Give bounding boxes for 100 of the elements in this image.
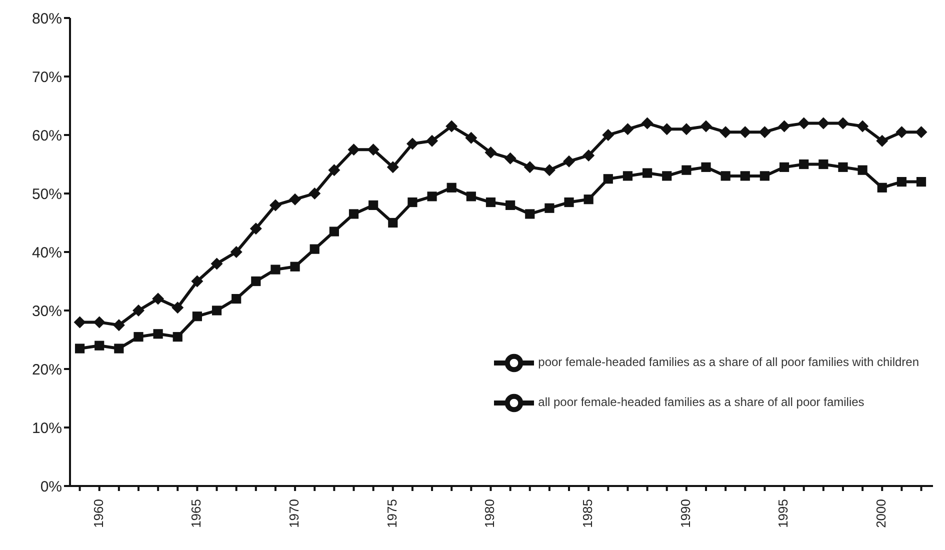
point [230,246,242,258]
x-tick-label: 1960 [90,499,106,528]
point [289,193,302,206]
point [584,194,594,204]
point [798,117,810,130]
y-tick-label: 20% [32,361,62,378]
point [191,275,204,288]
point [270,264,280,274]
point [836,117,849,130]
point [310,244,320,254]
point [192,312,202,322]
point [916,177,926,187]
point [134,332,144,342]
point [858,165,868,175]
point [152,292,164,305]
point [602,129,614,141]
point [465,132,478,144]
point [484,146,497,159]
y-tick-label: 80% [32,10,62,28]
x-tick-label: 1980 [482,499,498,528]
point [114,344,124,354]
x-tick-label: 1990 [678,499,693,528]
point [427,192,437,202]
point [172,302,184,314]
point [838,162,848,172]
point [308,188,321,200]
point [682,165,692,175]
point [817,117,830,130]
point [896,126,908,138]
point [466,192,476,202]
point [446,120,458,132]
point [700,120,712,132]
point [564,197,574,208]
point [210,258,223,270]
point [446,182,456,192]
y-tick-label: 60% [32,127,62,144]
point [212,306,222,316]
point [93,316,106,328]
point [74,344,85,354]
point [603,174,613,184]
x-tick-label: 1965 [188,499,204,528]
point [406,138,418,150]
point [720,171,730,181]
point [348,209,359,219]
point [232,294,242,304]
point [74,316,86,328]
point [486,197,496,208]
point [877,182,887,192]
point [779,162,790,172]
point [563,155,576,168]
point [680,123,692,136]
point [642,168,652,178]
x-tick-label: 1985 [580,499,596,528]
point [582,149,595,162]
point [544,203,554,213]
y-tick-label: 10% [32,420,62,437]
y-tick-label: 0% [40,478,62,496]
y-tick-label: 50% [32,186,62,203]
y-tick-label: 40% [32,244,62,262]
point [701,162,711,172]
point [622,123,634,136]
x-tick-label: 1995 [776,499,791,528]
point [172,332,182,342]
point [251,276,261,286]
point [778,120,790,132]
legend-label: poor female-headed families as a share of all poor families with children [538,355,919,370]
point [153,329,163,339]
point [622,171,633,181]
point [94,340,104,350]
point [876,134,888,147]
point [328,164,340,176]
x-tick-label: 2000 [874,499,889,528]
point [348,144,360,156]
point [740,171,750,181]
x-tick-label: 1975 [384,499,400,528]
point [543,164,556,176]
point [739,126,752,138]
point [250,222,262,235]
point [329,226,339,236]
y-tick-label: 30% [32,302,62,320]
point [426,134,438,147]
x-tick-label: 1970 [286,499,302,528]
point [760,171,770,181]
point [758,126,771,138]
point [269,199,282,212]
legend-label: all poor female-headed families as a share of all poor families [538,395,864,410]
point [506,200,516,210]
point [368,200,378,210]
point [290,262,300,272]
point [386,161,399,174]
point [660,123,673,136]
point [799,159,809,170]
point [112,319,125,332]
point [641,117,654,130]
point [504,152,516,164]
point [367,144,380,156]
point [132,304,144,316]
y-tick-label: 70% [32,68,62,86]
point [662,171,672,181]
point [915,126,928,138]
